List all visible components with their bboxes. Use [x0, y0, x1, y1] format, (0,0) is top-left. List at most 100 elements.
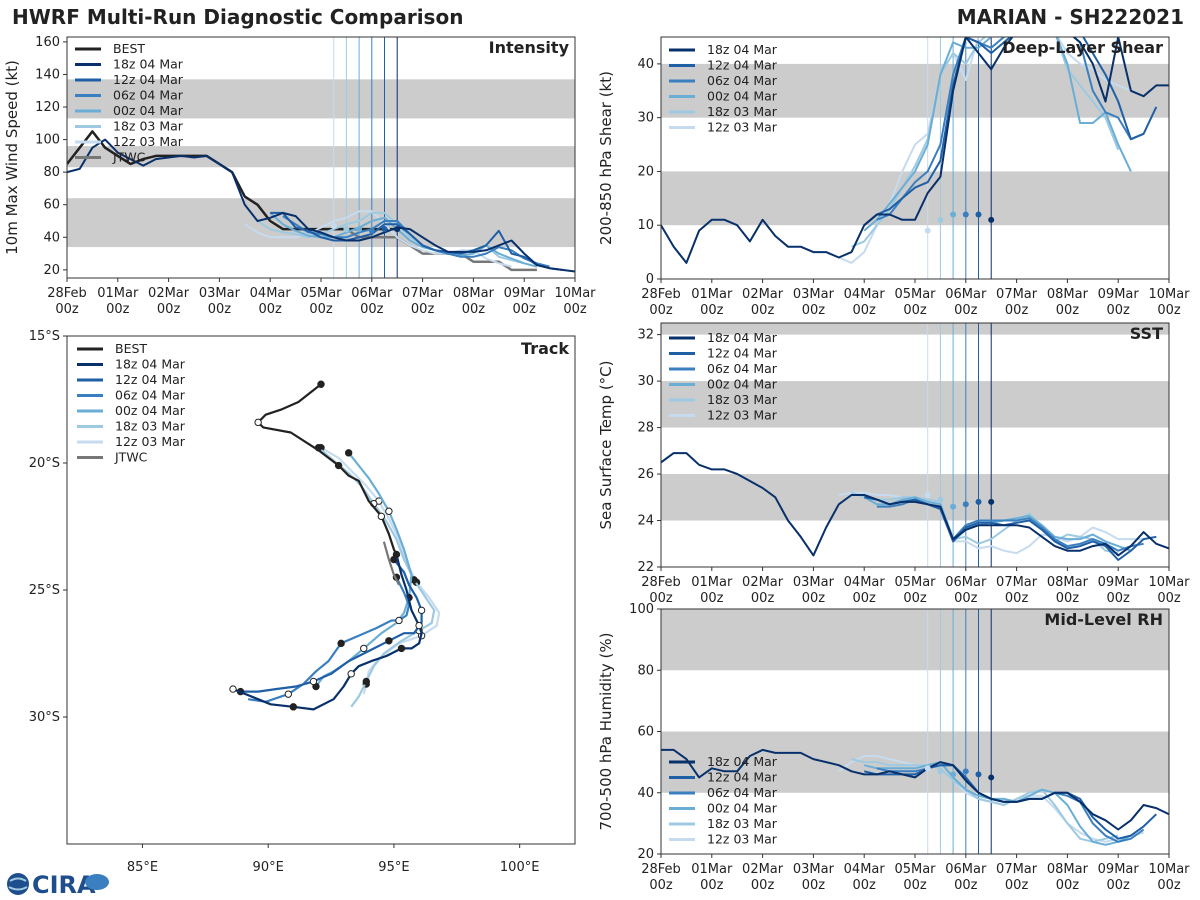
shear-xtick-hour-8: 00z — [1056, 303, 1080, 318]
rh-init-point-0 — [988, 774, 995, 781]
sst-xtick-hour-9: 00z — [1107, 591, 1131, 606]
intensity-xtick-date-1: 01Mar — [97, 286, 139, 301]
sst-xtick-date-2: 02Mar — [742, 575, 784, 590]
sst-legend-label-5: 12z 03 Mar — [707, 408, 778, 423]
track-xtick-label-1: 90°E — [253, 860, 284, 875]
sst-series-5 — [838, 491, 1144, 555]
rh-legend-label-3: 00z 04 Mar — [707, 801, 778, 816]
track-series-3-marker-12 — [360, 644, 368, 653]
rh-ytick-label-3: 80 — [637, 663, 654, 678]
shear-init-point-2 — [962, 211, 969, 218]
track-ytick-label-2: 25°S — [29, 583, 60, 598]
globe-icon — [7, 873, 29, 895]
intensity-series-1 — [270, 211, 563, 271]
sst-init-point-5 — [924, 491, 931, 498]
track-series-1-marker-12 — [309, 677, 318, 686]
intensity-xtick-date-8: 08Mar — [453, 286, 495, 301]
intensity-xtick-hour-10: 00z — [563, 302, 587, 317]
shear-ytick-label-3: 30 — [637, 111, 654, 126]
sst-xtick-hour-4: 00z — [853, 591, 877, 606]
intensity-xtick-hour-5: 00z — [309, 302, 333, 317]
sst-series-1 — [864, 496, 1157, 561]
sst-xtick-hour-6: 00z — [954, 591, 978, 606]
rh-xtick-hour-4: 00z — [853, 878, 877, 893]
sst-xtick-date-6: 06Mar — [945, 575, 987, 590]
rh-xtick-hour-7: 00z — [1005, 878, 1029, 893]
rh-plot-area — [661, 609, 1169, 854]
rh-series-4 — [851, 758, 1119, 843]
track-legend-label-4: 00z 04 Mar — [115, 403, 186, 418]
rh-init-point-4 — [937, 768, 944, 775]
shear-panel: 01020304028Feb00z01Mar00z02Mar00z03Mar00… — [597, 36, 1190, 318]
sst-legend-label-4: 18z 03 Mar — [707, 392, 778, 407]
rh-title: Mid-Level RH — [1044, 610, 1163, 629]
sst-xtick-date-10: 10Mar — [1148, 575, 1190, 590]
track-best-line — [257, 383, 398, 555]
shear-xtick-date-4: 04Mar — [844, 287, 886, 302]
shear-series-0 — [661, 37, 1169, 264]
rh-legend-label-0: 18z 04 Mar — [707, 754, 778, 769]
track-series-0-marker-16 — [289, 703, 298, 711]
sst-init-point-1 — [975, 498, 982, 505]
intensity-xtick-hour-3: 00z — [208, 302, 232, 317]
track-series-0-marker-12 — [347, 670, 355, 678]
figure-title: HWRF Multi-Run Diagnostic Comparison — [12, 5, 464, 29]
sst-xtick-date-4: 04Mar — [844, 575, 886, 590]
track-frame — [66, 335, 576, 845]
rh-ytick-label-1: 40 — [637, 786, 654, 801]
sst-xtick-hour-3: 00z — [802, 591, 826, 606]
track-legend-label-3: 06z 04 Mar — [115, 388, 186, 403]
sst-ytick-label-4: 30 — [637, 374, 654, 389]
shear-xtick-date-3: 03Mar — [793, 287, 835, 302]
track-series-1-marker-4 — [417, 606, 426, 615]
intensity-init-point-4 — [343, 226, 350, 233]
shear-ytick-label-1: 10 — [637, 218, 654, 233]
sst-ytick-label-2: 26 — [637, 467, 654, 482]
intensity-init-point-5 — [330, 222, 337, 229]
intensity-init-point-1 — [381, 226, 388, 233]
intensity-xtick-date-6: 06Mar — [351, 286, 393, 301]
sst-xtick-date-0: 28Feb — [641, 575, 681, 590]
track-best-line-marker-4 — [254, 418, 262, 427]
sst-xtick-hour-2: 00z — [751, 591, 775, 606]
track-ytick-label-1: 20°S — [29, 456, 60, 471]
intensity-init-point-2 — [368, 227, 375, 234]
intensity-legend-label-6: 12z 03 Mar — [113, 134, 184, 149]
rh-ytick-label-2: 60 — [637, 725, 654, 740]
sst-init-point-0 — [988, 498, 995, 505]
intensity-ytick-label-1: 40 — [43, 230, 60, 245]
track-legend-label-5: 18z 03 Mar — [115, 419, 186, 434]
intensity-xtick-date-9: 09Mar — [504, 286, 546, 301]
intensity-xtick-hour-4: 00z — [259, 302, 283, 317]
rh-xtick-date-5: 05Mar — [894, 862, 936, 877]
rh-xtick-hour-8: 00z — [1056, 878, 1080, 893]
sst-ytick-label-0: 22 — [637, 560, 654, 575]
sst-xtick-date-1: 01Mar — [691, 575, 733, 590]
track-xtick-label-2: 95°E — [378, 860, 409, 875]
shear-xtick-hour-9: 00z — [1107, 303, 1131, 318]
intensity-xtick-hour-2: 00z — [157, 302, 181, 317]
sst-init-point-4 — [937, 496, 944, 503]
intensity-xtick-hour-0: 00z — [55, 302, 79, 317]
intensity-xtick-hour-8: 00z — [462, 302, 486, 317]
rh-legend-label-4: 18z 03 Mar — [707, 816, 778, 831]
intensity-panel: 2040608010012014016028Feb00z01Mar00z02Ma… — [3, 35, 596, 317]
storm-id-title: MARIAN - SH222021 — [956, 5, 1184, 29]
intensity-xtick-hour-6: 00z — [360, 302, 384, 317]
sst-init-point-2 — [962, 501, 969, 508]
sst-legend-label-2: 06z 04 Mar — [707, 361, 778, 376]
shear-ytick-label-0: 0 — [646, 272, 654, 287]
track-ytick-label-0: 15°S — [29, 329, 60, 344]
sst-ylabel: Sea Surface Temp (°C) — [597, 360, 615, 529]
sst-series-0 — [661, 452, 1169, 557]
intensity-band-0 — [67, 198, 575, 248]
track-xtick-label-3: 100°E — [500, 860, 540, 875]
rh-xtick-date-3: 03Mar — [793, 862, 835, 877]
rh-init-point-5 — [924, 765, 931, 772]
shear-xtick-hour-2: 00z — [751, 303, 775, 318]
track-series-2-marker-8 — [337, 639, 345, 648]
intensity-ytick-label-5: 120 — [35, 100, 60, 115]
track-series-3-marker-4 — [385, 507, 393, 515]
sst-xtick-date-8: 08Mar — [1047, 575, 1089, 590]
intensity-ytick-label-7: 160 — [35, 35, 60, 50]
